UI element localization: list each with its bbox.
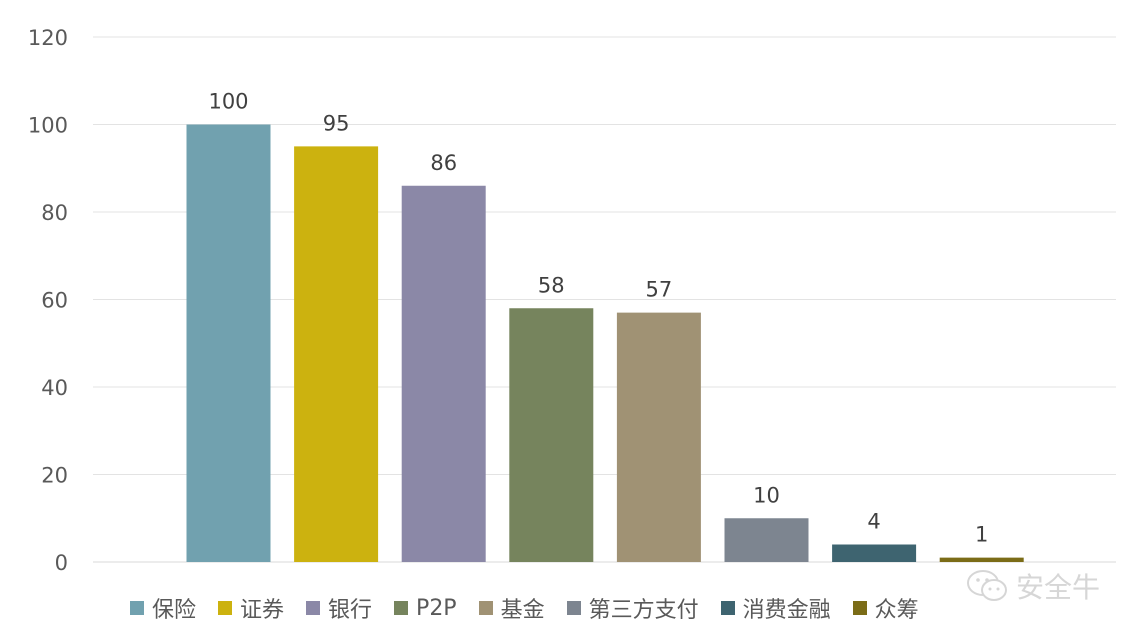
legend-label: 消费金融 (742, 598, 831, 623)
watermark-text: 安全牛 (1015, 571, 1100, 604)
data-label: 57 (646, 278, 673, 302)
legend-swatch (130, 601, 144, 615)
legend-label: P2P (416, 595, 457, 621)
data-label: 95 (323, 111, 350, 135)
data-label: 1 (975, 523, 988, 547)
y-tick-label: 120 (28, 26, 68, 50)
legend-swatch (720, 601, 735, 615)
legend-label: 银行 (328, 598, 373, 623)
legend-item: P2P (394, 596, 457, 621)
legend-label: 第三方支付 (588, 598, 699, 623)
bar (294, 146, 379, 562)
bar (724, 518, 809, 562)
bar (616, 312, 701, 562)
bar (832, 544, 917, 562)
legend-item: 众筹 (852, 592, 919, 624)
bar (186, 124, 271, 562)
legend-label: 保险 (152, 598, 197, 623)
legend-item: 消费金融 (720, 592, 831, 624)
data-label: 4 (867, 510, 880, 534)
y-tick-label: 20 (41, 464, 68, 488)
legend-swatch (218, 601, 233, 615)
bar (939, 557, 1024, 562)
bar (509, 308, 594, 562)
data-label: 100 (208, 90, 248, 114)
wechat-icon (966, 570, 1007, 601)
legend-label: 众筹 (874, 598, 919, 623)
y-tick-label: 40 (41, 376, 68, 400)
legend-item: 基金 (478, 592, 545, 624)
y-tick-label: 60 (41, 289, 68, 313)
legend-swatch (852, 601, 867, 615)
legend-swatch (306, 601, 321, 615)
legend-swatch (394, 601, 409, 615)
watermark: 安全牛 (966, 566, 1100, 606)
data-label: 58 (538, 273, 565, 297)
y-tick-label: 80 (41, 201, 68, 225)
data-label: 10 (753, 483, 780, 507)
legend-item: 第三方支付 (566, 592, 699, 624)
bar (401, 185, 486, 562)
legend-item: 银行 (306, 592, 372, 624)
legend-item: 保险 (130, 592, 196, 624)
legend-item: 证券 (218, 592, 284, 624)
legend-swatch (478, 601, 493, 615)
legend-swatch (566, 601, 581, 615)
legend-label: 基金 (500, 598, 545, 623)
data-label: 86 (430, 151, 457, 175)
legend: 保险 证券 银行 P2P 基金 第三方支付 消费金融 众筹 (130, 592, 941, 624)
y-tick-label: 0 (55, 551, 68, 575)
legend-label: 证券 (240, 598, 285, 623)
y-tick-label: 100 (28, 114, 68, 138)
